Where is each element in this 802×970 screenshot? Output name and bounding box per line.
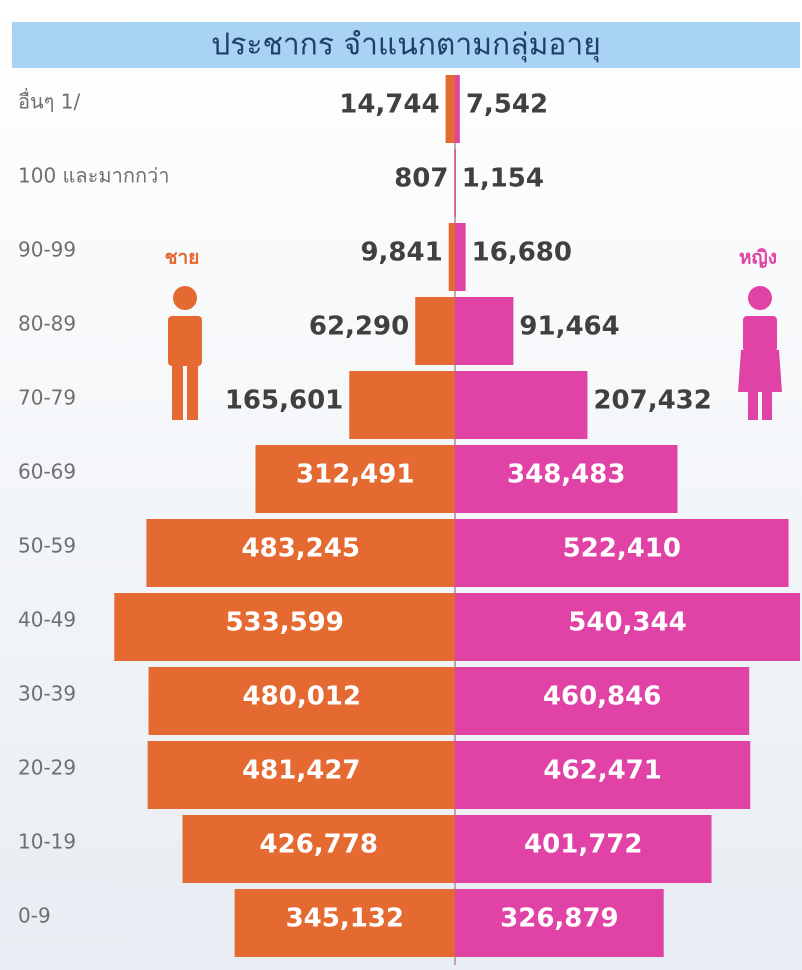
- bar: [445, 75, 455, 143]
- legend-male: ชาย: [165, 247, 200, 269]
- chart-title: ประชากร จำแนกตามกลุ่มอายุ: [211, 28, 601, 64]
- title-bar: [12, 22, 800, 68]
- bar: [349, 371, 455, 439]
- category-label: 100 และมากกว่า: [18, 164, 170, 188]
- category-label: 40-49: [18, 608, 76, 632]
- category-label: 20-29: [18, 756, 76, 780]
- value-label: 91,464: [519, 312, 619, 342]
- bar: [234, 889, 455, 957]
- category-label: 0-9: [18, 904, 51, 928]
- value-label: 14,744: [339, 90, 439, 120]
- value-label: 480,012: [243, 682, 361, 712]
- value-label: 483,245: [242, 534, 360, 564]
- value-label: 540,344: [568, 608, 686, 638]
- bar: [454, 149, 455, 217]
- value-label: 207,432: [593, 386, 711, 416]
- female-icon: [738, 286, 782, 420]
- bar: [455, 149, 456, 217]
- value-label: 7,542: [466, 90, 548, 120]
- category-label: อื่นๆ 1/: [18, 88, 81, 114]
- bar: [455, 445, 678, 513]
- bar: [148, 667, 455, 735]
- category-label: 10-19: [18, 830, 76, 854]
- value-label: 165,601: [225, 386, 343, 416]
- bar: [455, 75, 460, 143]
- value-label: 462,471: [543, 756, 661, 786]
- category-label: 80-89: [18, 312, 76, 336]
- value-label: 16,680: [472, 238, 572, 268]
- category-label: 70-79: [18, 386, 76, 410]
- category-label: 50-59: [18, 534, 76, 558]
- bar: [455, 519, 789, 587]
- category-label: 60-69: [18, 460, 76, 484]
- category-label: 90-99: [18, 238, 76, 262]
- value-label: 522,410: [563, 534, 681, 564]
- bar: [448, 223, 455, 291]
- bar: [455, 889, 664, 957]
- value-label: 533,599: [225, 608, 343, 638]
- male-icon: [168, 286, 202, 420]
- bar: [455, 593, 800, 661]
- bar: [455, 297, 514, 365]
- bar: [147, 741, 456, 809]
- bar: [415, 297, 455, 365]
- value-label: 348,483: [507, 460, 625, 490]
- value-label: 62,290: [309, 312, 409, 342]
- value-label: 312,491: [296, 460, 414, 490]
- bar: [455, 815, 712, 883]
- value-label: 345,132: [286, 904, 404, 934]
- bar: [455, 741, 751, 809]
- value-label: 1,154: [462, 164, 544, 194]
- value-label: 460,846: [543, 682, 661, 712]
- category-label: 30-39: [18, 682, 76, 706]
- bar: [455, 223, 466, 291]
- value-label: 326,879: [500, 904, 618, 934]
- bar: [146, 519, 455, 587]
- bar: [455, 667, 750, 735]
- value-label: 9,841: [360, 238, 442, 268]
- bar: [114, 593, 455, 661]
- bar: [255, 445, 455, 513]
- value-label: 807: [394, 164, 448, 194]
- value-label: 481,427: [242, 756, 360, 786]
- value-label: 426,778: [260, 830, 378, 860]
- bar: [455, 371, 588, 439]
- bar: [182, 815, 455, 883]
- legend-female: หญิง: [739, 247, 777, 269]
- value-label: 401,772: [524, 830, 642, 860]
